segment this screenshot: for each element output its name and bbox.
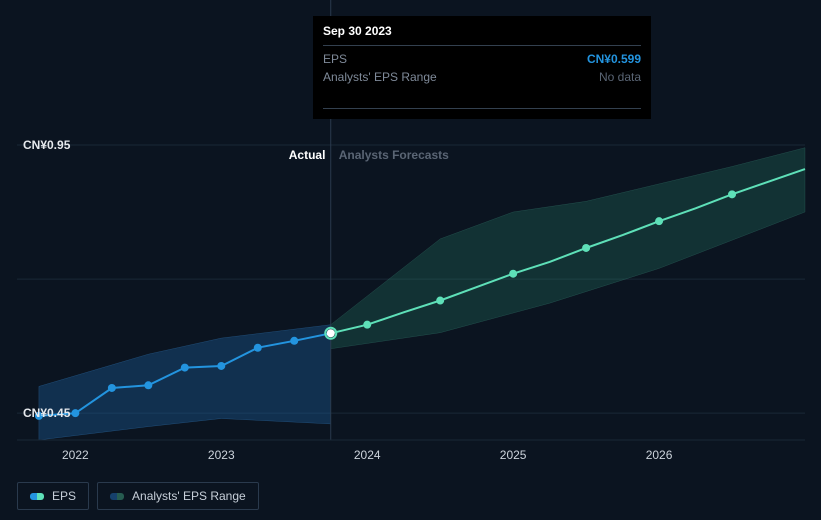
x-axis-tick-label: 2026: [646, 448, 673, 462]
eps-actual-point[interactable]: [217, 362, 225, 370]
eps-forecast-point[interactable]: [509, 270, 517, 278]
x-axis-tick-label: 2023: [208, 448, 235, 462]
tooltip-eps-value: CN¥0.599: [587, 52, 641, 66]
tooltip-range-value: No data: [599, 70, 641, 84]
eps-forecast-point[interactable]: [655, 217, 663, 225]
legend-swatch-eps: [30, 493, 44, 500]
forecast-range-band: [331, 148, 805, 349]
eps-forecast-point[interactable]: [363, 321, 371, 329]
region-label-forecast: Analysts Forecasts: [339, 148, 449, 162]
tooltip-range-label: Analysts' EPS Range: [323, 70, 437, 84]
x-axis-tick-label: 2024: [354, 448, 381, 462]
eps-forecast-point[interactable]: [582, 244, 590, 252]
eps-actual-point[interactable]: [71, 409, 79, 417]
legend-item-range[interactable]: Analysts' EPS Range: [97, 482, 259, 510]
legend-item-eps[interactable]: EPS: [17, 482, 89, 510]
tooltip-date: Sep 30 2023: [323, 24, 641, 42]
chart-legend: EPS Analysts' EPS Range: [17, 482, 259, 510]
x-axis-tick-label: 2025: [500, 448, 527, 462]
legend-label-range: Analysts' EPS Range: [132, 489, 246, 503]
eps-actual-point[interactable]: [108, 384, 116, 392]
eps-transition-point[interactable]: [327, 329, 335, 337]
legend-swatch-range: [110, 493, 124, 500]
eps-actual-point[interactable]: [181, 364, 189, 372]
y-axis-label-top: CN¥0.95: [23, 138, 70, 152]
y-axis-label-bottom: CN¥0.45: [23, 406, 70, 420]
tooltip-eps-label: EPS: [323, 52, 347, 66]
x-axis-tick-label: 2022: [62, 448, 89, 462]
chart-tooltip: Sep 30 2023 EPS CN¥0.599 Analysts' EPS R…: [313, 16, 651, 119]
eps-actual-point[interactable]: [290, 337, 298, 345]
eps-actual-point[interactable]: [144, 381, 152, 389]
legend-label-eps: EPS: [52, 489, 76, 503]
eps-forecast-point[interactable]: [728, 190, 736, 198]
eps-forecast-chart: CN¥0.95 CN¥0.45 Actual Analysts Forecast…: [0, 0, 821, 520]
region-label-actual: Actual: [289, 148, 326, 162]
eps-actual-point[interactable]: [254, 344, 262, 352]
eps-forecast-point[interactable]: [436, 297, 444, 305]
